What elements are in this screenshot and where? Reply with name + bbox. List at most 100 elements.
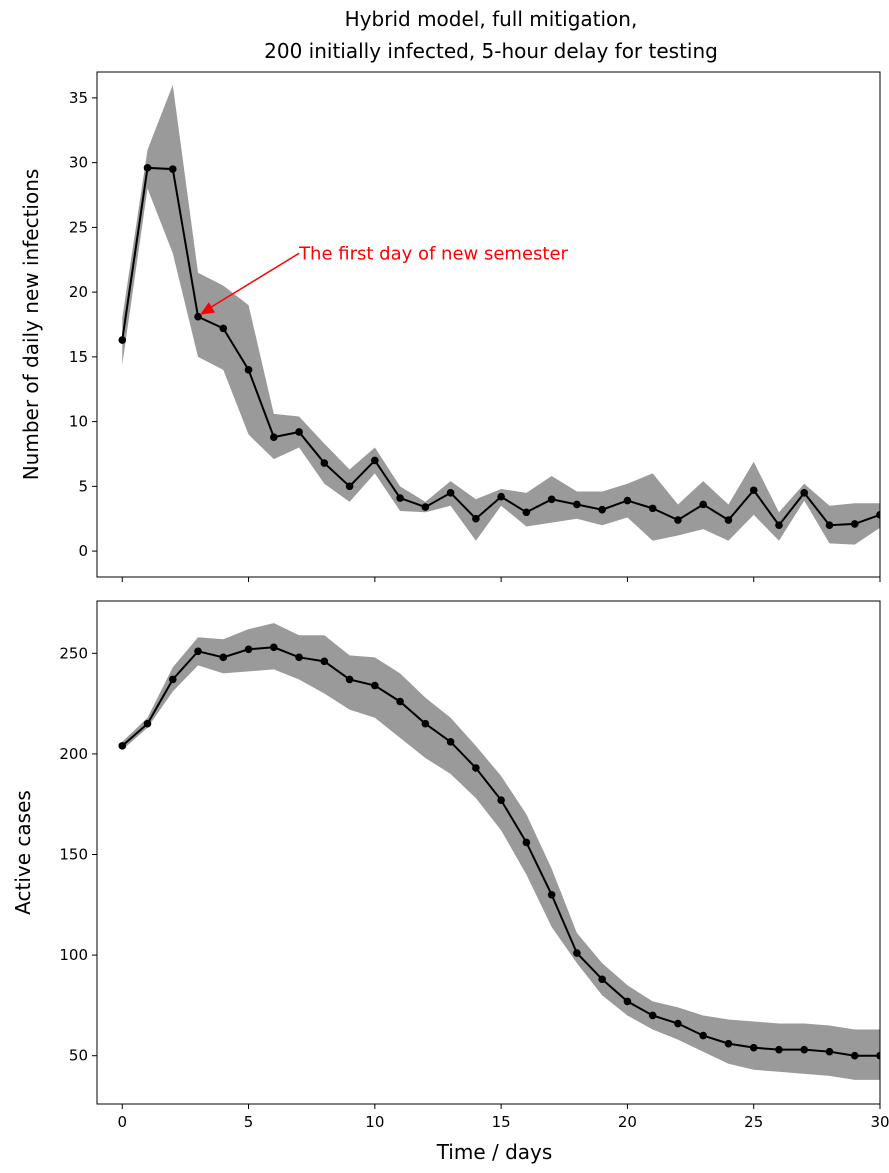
data-point [850,1051,859,1060]
data-point [648,1011,657,1020]
data-point [446,489,455,497]
x-tick-label: 0 [117,1113,127,1131]
y-tick-label: 200 [59,745,88,763]
x-tick-label: 5 [244,1113,254,1131]
data-point [547,495,556,504]
data-point [270,643,278,652]
data-point [497,492,505,501]
data-point [674,516,682,524]
data-point [421,719,430,728]
annotation-arrow-line [209,252,300,309]
data-point [270,433,278,441]
data-point [194,647,202,656]
data-point [320,657,329,666]
data-point [573,500,581,509]
plot-area [118,623,880,1080]
data-point [699,1031,707,1040]
y-axis-label: Active cases [11,790,35,915]
x-tick-label: 30 [870,1113,889,1131]
y-tick-label: 100 [59,946,88,964]
data-point [345,675,354,684]
data-point [800,489,809,497]
y-tick-label: 30 [69,154,88,172]
data-point [547,890,556,899]
data-point [850,520,859,528]
mean-line [121,646,880,1057]
y-tick-label: 250 [59,644,88,662]
data-point [396,494,404,502]
data-point [345,482,354,491]
data-point [421,503,430,511]
data-point [876,1051,880,1060]
y-tick-label: 50 [69,1047,88,1065]
data-point [775,521,783,530]
data-point [598,505,606,514]
data-point [648,504,657,513]
data-point [724,516,733,524]
data-point [573,949,581,957]
data-point [446,738,455,746]
data-point [168,165,177,173]
annotation-arrow-head [200,302,216,315]
data-point [522,508,531,517]
data-point [674,1019,682,1028]
data-point [143,164,152,172]
data-point [295,653,303,662]
data-point [244,366,253,374]
axes-frame [96,71,881,578]
y-tick-label: 150 [59,846,88,864]
y-axis-label: Number of daily new infections [19,169,43,481]
chart-title-line2: 200 initially infected, 5-hour delay for… [264,39,718,63]
confidence-band [122,84,880,545]
y-tick-label: 35 [69,89,88,107]
y-tick-label: 20 [69,283,88,301]
x-tick-label: 10 [365,1113,384,1131]
data-point [219,653,228,662]
plot-area [118,84,880,545]
data-point [825,1047,834,1056]
data-point [825,521,834,530]
top-panel: 0 5 10 15 20 25 30 35 Number of daily new infect… [19,71,881,582]
data-point [118,336,127,344]
data-point [749,486,758,495]
data-point [598,975,606,984]
data-point [724,1039,733,1048]
confidence-band [122,623,880,1080]
chart-title-line1: Hybrid model, full mitigation, [345,7,638,31]
data-point [244,645,253,654]
x-tick-label: 20 [618,1113,637,1131]
axes-frame [96,600,881,1105]
data-point [699,500,707,509]
data-point [371,456,379,465]
data-point [219,324,228,333]
x-tick-label: 15 [492,1113,511,1131]
data-point [396,697,404,706]
data-point [775,1045,783,1054]
y-tick-label: 10 [69,413,88,431]
data-point [168,675,177,684]
y-tick-label: 25 [69,218,88,236]
data-point [800,1045,809,1054]
data-point [472,514,480,523]
annotation-text: The first day of new semester [298,243,568,264]
data-point [143,719,152,728]
data-point [623,997,632,1006]
data-point [194,312,202,321]
y-tick-label: 5 [78,477,88,495]
data-point [623,496,632,505]
data-point [295,428,303,436]
bottom-panel: 50 100 150 200 250 0 5 10 15 20 25 30 Active cases Ti… [11,600,889,1164]
data-point [320,459,329,467]
data-point [472,764,480,772]
x-axis-label: Time / days [436,1140,553,1164]
x-tick-label: 25 [744,1113,763,1131]
data-point [118,742,127,750]
data-point [371,681,379,690]
data-point [749,1043,758,1052]
data-point [876,511,880,519]
data-point [522,838,531,847]
data-point [497,796,505,804]
y-tick-label: 15 [69,348,88,366]
